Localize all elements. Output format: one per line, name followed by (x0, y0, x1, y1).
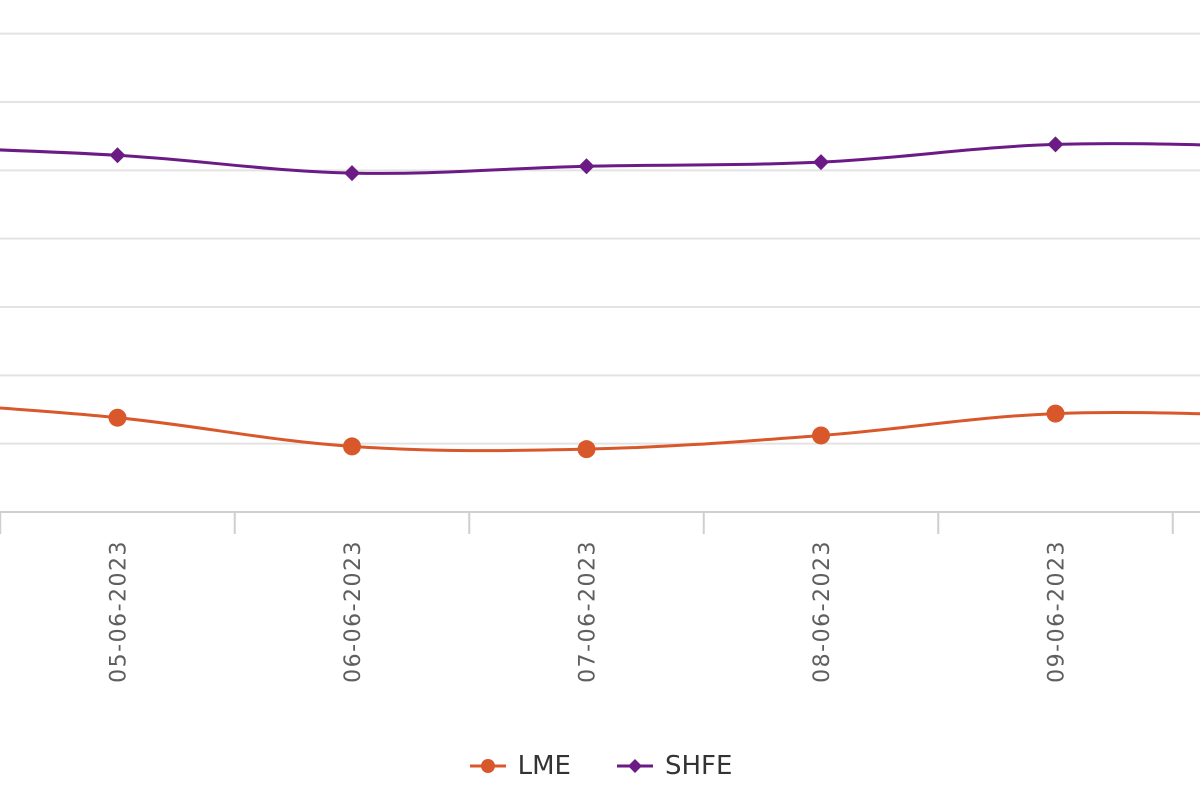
x-tick-label: 08-06-2023 (810, 540, 835, 683)
chart-legend: LME SHFE (0, 742, 1200, 790)
x-axis: 05-06-2023 06-06-2023 07-06-2023 08-06-2023… (0, 511, 1200, 683)
series-layer (0, 136, 1200, 459)
series-lme (0, 404, 1200, 459)
series-shfe (0, 136, 1200, 182)
y-gridlines (0, 32, 1200, 445)
shfe-point (344, 165, 360, 182)
lme-point (108, 408, 127, 427)
legend-label-shfe: SHFE (664, 751, 733, 781)
lme-point (1046, 404, 1065, 423)
x-tick-label: 05-06-2023 (107, 540, 132, 683)
shfe-legend-marker (616, 759, 653, 773)
shfe-point (578, 158, 595, 175)
lme-point (812, 426, 830, 445)
x-tick-label: 09-06-2023 (1045, 540, 1070, 683)
legend-item-shfe[interactable]: SHFE (615, 751, 732, 781)
lme-point (343, 437, 361, 456)
x-tick-label: 06-06-2023 (341, 540, 366, 683)
shfe-point (1047, 136, 1064, 153)
shfe-point (813, 154, 829, 171)
shfe-line (0, 142, 1200, 175)
lme-legend-marker (469, 759, 506, 773)
x-tick-label: 07-06-2023 (576, 540, 601, 683)
legend-label-lme: LME (517, 751, 571, 781)
lme-point (577, 440, 596, 459)
legend-item-lme[interactable]: LME (468, 751, 571, 781)
shfe-point (109, 147, 126, 164)
